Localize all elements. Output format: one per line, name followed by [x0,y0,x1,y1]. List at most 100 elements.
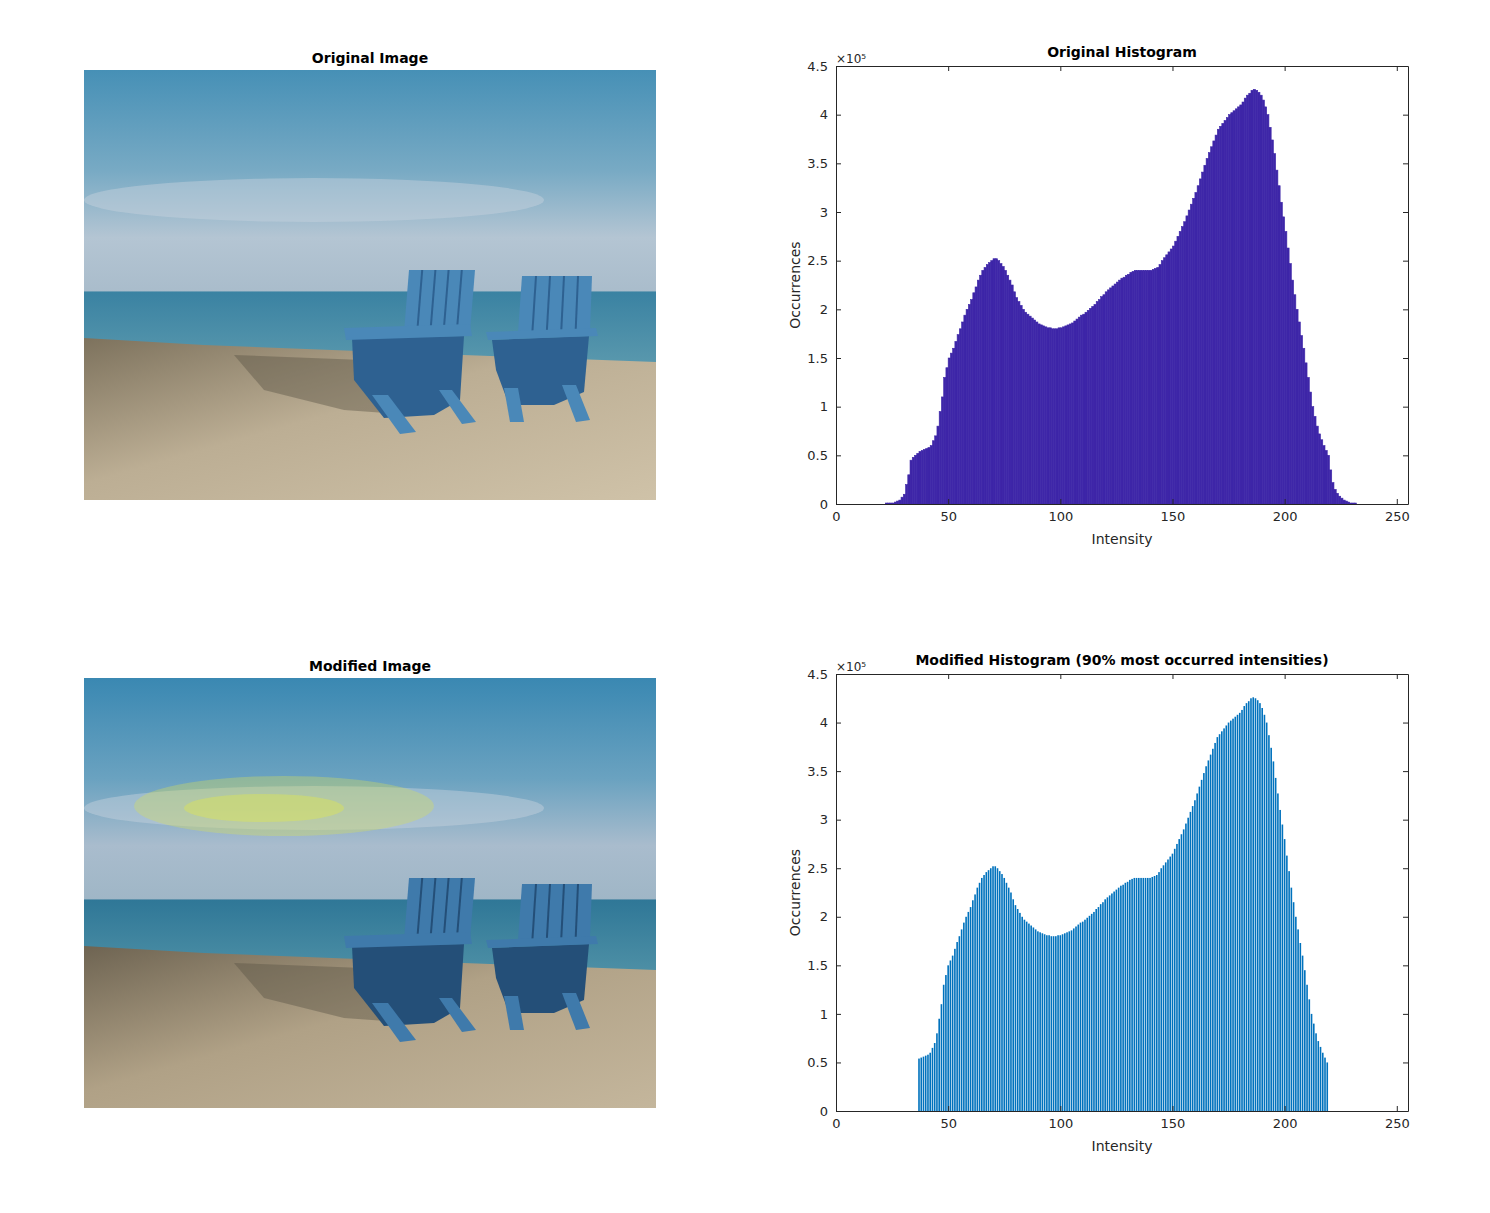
bar [1024,920,1026,1111]
tick-mark [836,163,841,164]
bar [1096,302,1098,504]
bar [952,956,954,1111]
tick-label: 4 [820,107,828,122]
bar [1317,1041,1319,1111]
bar [1146,270,1148,504]
chair [518,884,592,940]
tick-mark [836,1062,841,1063]
bar [1202,172,1204,504]
bar [948,358,950,504]
bar [1029,316,1031,504]
bar [1123,277,1125,504]
tick: 2.5 [807,253,841,268]
x-axis-title: Intensity [1092,531,1153,547]
tick-label: 0 [820,497,828,512]
tick-label: 3.5 [807,156,828,171]
chair [576,276,578,332]
chair [439,390,476,424]
bar [1111,893,1113,1111]
bar [1130,272,1132,504]
tick [1403,261,1408,262]
bar [1316,426,1318,504]
tick-label: 2 [820,909,828,924]
bar [1315,1033,1317,1111]
bar [917,453,919,504]
bar [1145,878,1147,1111]
bar [1235,109,1237,504]
bar [1304,970,1306,1111]
tick-mark [1285,66,1286,71]
bar [1246,95,1248,504]
bar [1138,878,1140,1111]
axis-line [1408,67,1409,505]
bar [919,451,921,504]
tick: 2 [820,302,841,317]
bar [1149,878,1151,1111]
tick-mark [1285,1106,1286,1111]
bar [1187,818,1189,1111]
bar [1215,135,1217,504]
bar [982,270,984,504]
bar [1350,503,1352,504]
bar [1092,306,1094,504]
tick-mark [1403,965,1408,966]
tick-label: 50 [940,1116,957,1131]
bar [1056,329,1058,504]
bar [1252,697,1254,1111]
bar [1086,918,1088,1111]
bar [910,460,912,504]
bar [1039,932,1041,1111]
tick-label: 2.5 [807,253,828,268]
bar [1242,102,1244,504]
bar [1278,186,1280,504]
bar [1288,871,1290,1111]
bar [1205,766,1207,1111]
tick-mark [1403,771,1408,772]
bar [1154,876,1156,1111]
tick-mark [836,771,841,772]
bar [1035,929,1037,1111]
bar [1066,932,1068,1111]
tick-mark [1403,66,1408,67]
tick: 0 [820,497,841,512]
bar [992,866,994,1111]
bar [1275,778,1277,1111]
bar [1221,731,1223,1111]
chair [532,884,536,940]
bar [1260,95,1262,504]
tick [1403,820,1408,821]
bar [1356,504,1358,505]
bar [1140,878,1142,1111]
bar [1258,92,1260,504]
tick-mark [1172,674,1173,679]
bar [1054,329,1056,504]
bar [1186,216,1188,504]
bar [1314,416,1316,504]
sky [84,678,656,902]
bar [1047,328,1049,504]
bar [973,293,975,504]
bar [1114,284,1116,504]
bar [1160,868,1162,1111]
bar [1305,363,1307,504]
bar [1190,812,1192,1111]
chair [344,932,472,948]
bar [1273,761,1275,1111]
bar [1100,904,1102,1111]
bar [1289,264,1291,504]
tick-mark [948,66,949,71]
bar [1295,917,1297,1111]
bar [947,965,949,1111]
tick: 250 [1385,499,1410,524]
bar [1229,115,1231,504]
bar [1150,270,1152,504]
bar [1074,321,1076,504]
bar [1343,500,1345,504]
tick-mark [1403,358,1408,359]
bar [1329,470,1331,504]
bar [1225,725,1227,1111]
bar [1001,874,1003,1111]
tick-label: 4.5 [807,59,828,74]
tick-mark [1403,1014,1408,1015]
chair [417,878,422,940]
